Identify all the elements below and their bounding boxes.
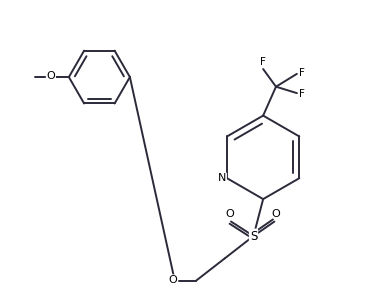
Text: O: O: [225, 209, 234, 219]
Text: F: F: [300, 68, 305, 78]
Text: N: N: [218, 173, 226, 183]
Text: S: S: [250, 229, 257, 242]
Text: O: O: [169, 275, 177, 285]
Text: O: O: [271, 209, 280, 219]
Text: O: O: [47, 71, 55, 81]
Text: F: F: [300, 89, 305, 99]
Text: F: F: [260, 58, 266, 67]
